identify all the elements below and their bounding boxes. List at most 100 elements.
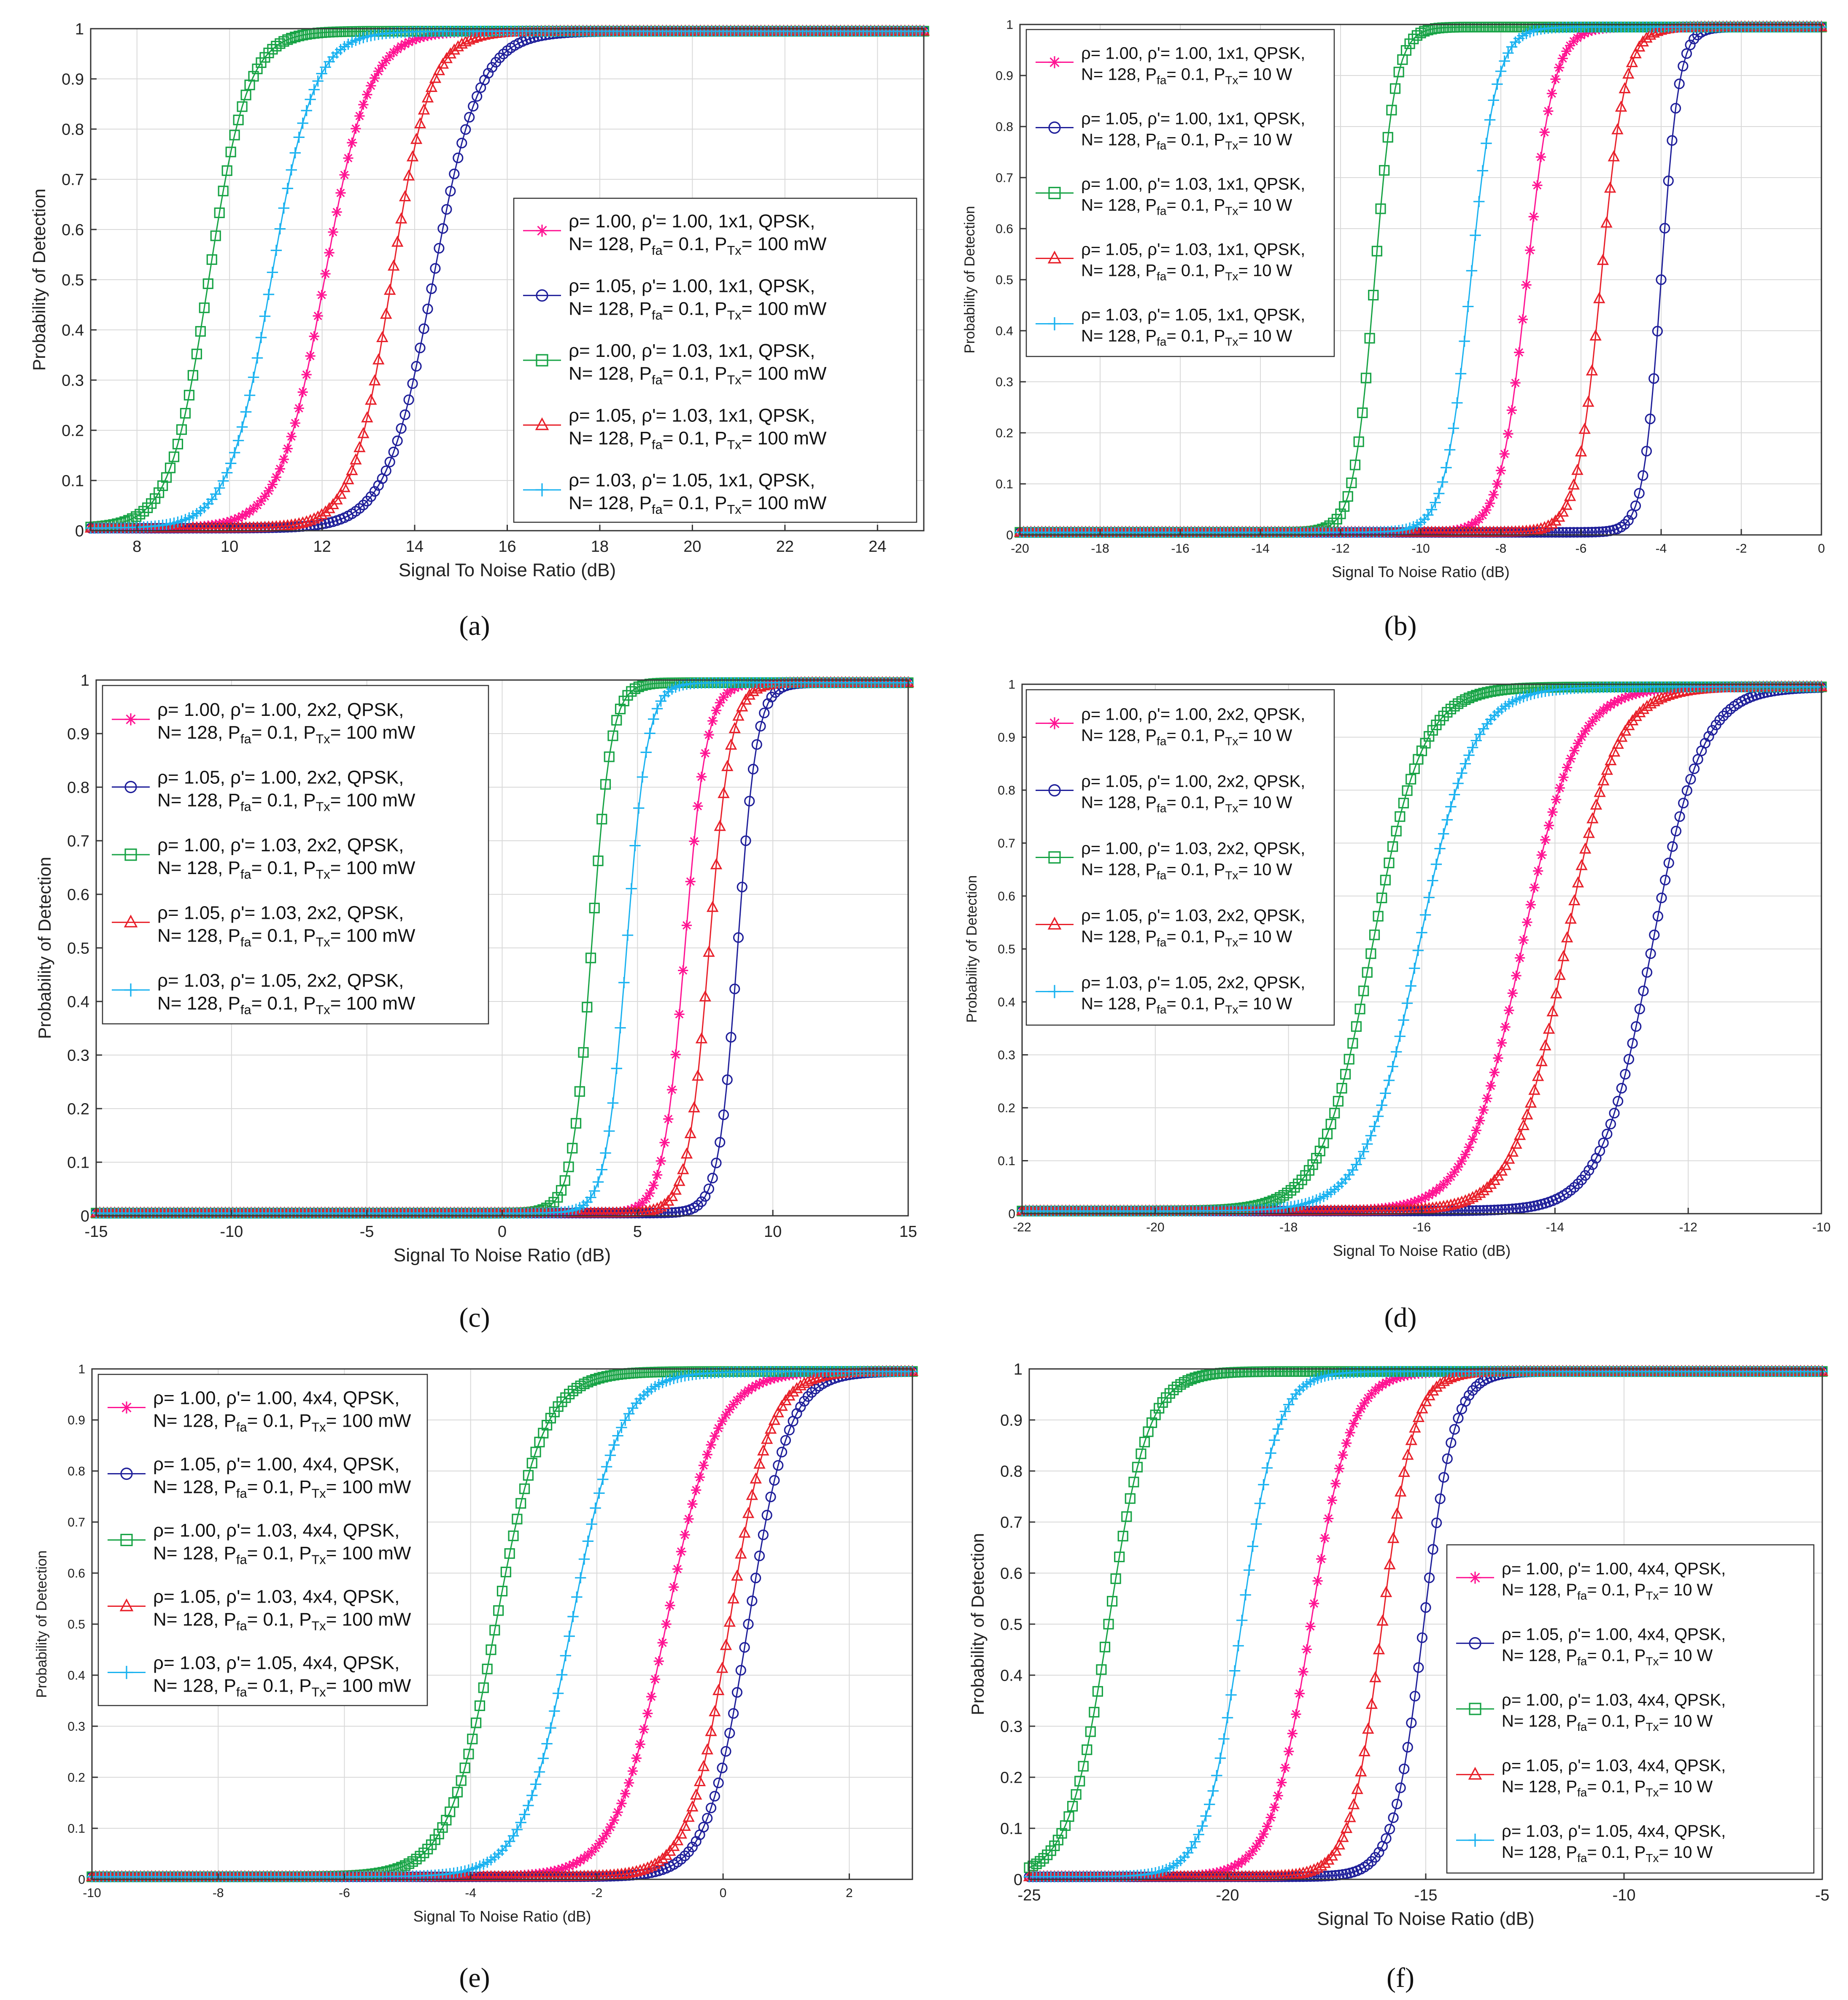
data-point [1489,1204,1500,1215]
data-point [600,1147,611,1159]
data-point [733,932,744,943]
legend-subscript: Tx [1225,335,1238,348]
y-tick-label: 0.5 [62,271,84,289]
x-tick-label: 0 [1818,542,1825,556]
data-point [191,348,202,359]
data-point [1470,229,1481,241]
data-point [718,1109,729,1120]
data-point [1561,46,1572,57]
data-point [684,1127,696,1139]
legend-label: ρ= 1.03, ρ'= 1.05, 2x2, QPSK, [157,970,404,991]
data-point [644,728,656,739]
data-point [1492,1204,1503,1215]
y-tick-label: 0.4 [995,324,1013,338]
y-tick-label: 0.7 [67,832,89,850]
y-tick-label: 0.8 [67,779,89,796]
chart-panel-a: 8 10 12 14 16 18 20 22 2400.10.20.30.40.50.60.70… [29,20,930,641]
data-point [1528,211,1539,222]
legend-marker [535,483,549,497]
data-point [666,1084,677,1095]
legend-text: N= 128, P [1081,262,1157,280]
data-point [1442,707,1453,718]
data-point [286,32,297,44]
data-point [1409,1206,1420,1217]
data-point [1524,245,1535,256]
data-point [640,747,652,758]
data-point [1572,527,1583,538]
legend-subscript: Tx [1225,936,1238,949]
data-point [1445,704,1457,715]
data-point [237,511,248,521]
y-axis-label: Probability of Detection [964,875,980,1023]
data-point [1613,695,1623,706]
data-point [732,710,745,721]
data-point [604,1126,615,1137]
data-point [718,787,730,798]
data-point [1589,329,1602,341]
data-point [1634,488,1645,499]
data-point [1471,690,1482,701]
data-point [736,700,748,712]
data-point [221,165,232,176]
data-point [1703,731,1714,742]
data-point [704,729,714,740]
data-point [1529,882,1540,893]
legend-text: N= 128, P [1081,794,1157,812]
legend-text: N= 128, P [569,428,652,449]
data-point [1543,820,1554,831]
legend-subscript: Tx [316,867,330,882]
legend-text: = 0.1, P [1166,262,1225,280]
legend-text: = 0.1, P [1166,726,1225,745]
data-point [1620,1069,1631,1080]
data-point [629,840,641,851]
data-point [1360,372,1372,383]
data-point [206,254,217,265]
y-tick-label: 0.1 [995,478,1013,491]
data-point [358,99,369,110]
data-point [226,516,236,526]
data-point [1586,526,1597,538]
data-point [1637,35,1649,47]
data-point [747,764,759,775]
legend-text: N= 128, P [1081,726,1157,745]
data-point [1638,470,1648,481]
data-point [259,491,270,502]
data-point [1478,688,1489,699]
data-point [1571,464,1584,475]
legend-subscript: Tx [316,799,330,814]
data-point [1364,333,1375,344]
data-point [309,331,319,342]
data-point [1484,498,1495,509]
data-point [395,212,407,224]
data-point [1718,710,1729,721]
data-point [332,207,342,217]
data-point [1507,988,1518,999]
y-tick-label: 0.3 [62,372,84,389]
data-point [357,427,370,438]
data-point [1615,100,1627,112]
y-tick-label: 0.2 [995,426,1013,440]
data-point [1635,688,1645,698]
legend-box [102,685,489,1025]
data-point [411,34,422,44]
legend-label: ρ= 1.00, ρ'= 1.00, 2x2, QPSK, [157,699,404,720]
data-point [210,489,221,500]
data-point [252,63,263,74]
data-point [1376,892,1387,904]
legend-label-params: N= 128, Pfa= 0.1, PTx= 100 mW [157,925,415,949]
data-point [1365,948,1376,959]
data-point [1406,1198,1416,1208]
legend-label-params: N= 128, Pfa= 0.1, PTx= 10 W [1081,196,1292,218]
data-point [415,343,426,354]
data-point [449,168,460,179]
data-point [1547,807,1558,818]
data-point [1623,515,1634,526]
data-point [1303,1165,1315,1176]
data-point [308,84,320,95]
data-point [652,1170,663,1180]
data-point [645,1188,655,1198]
data-point [297,387,308,397]
legend-text: N= 128, P [1081,131,1157,149]
x-tick-label: 10 [221,538,238,556]
data-point [622,929,634,941]
